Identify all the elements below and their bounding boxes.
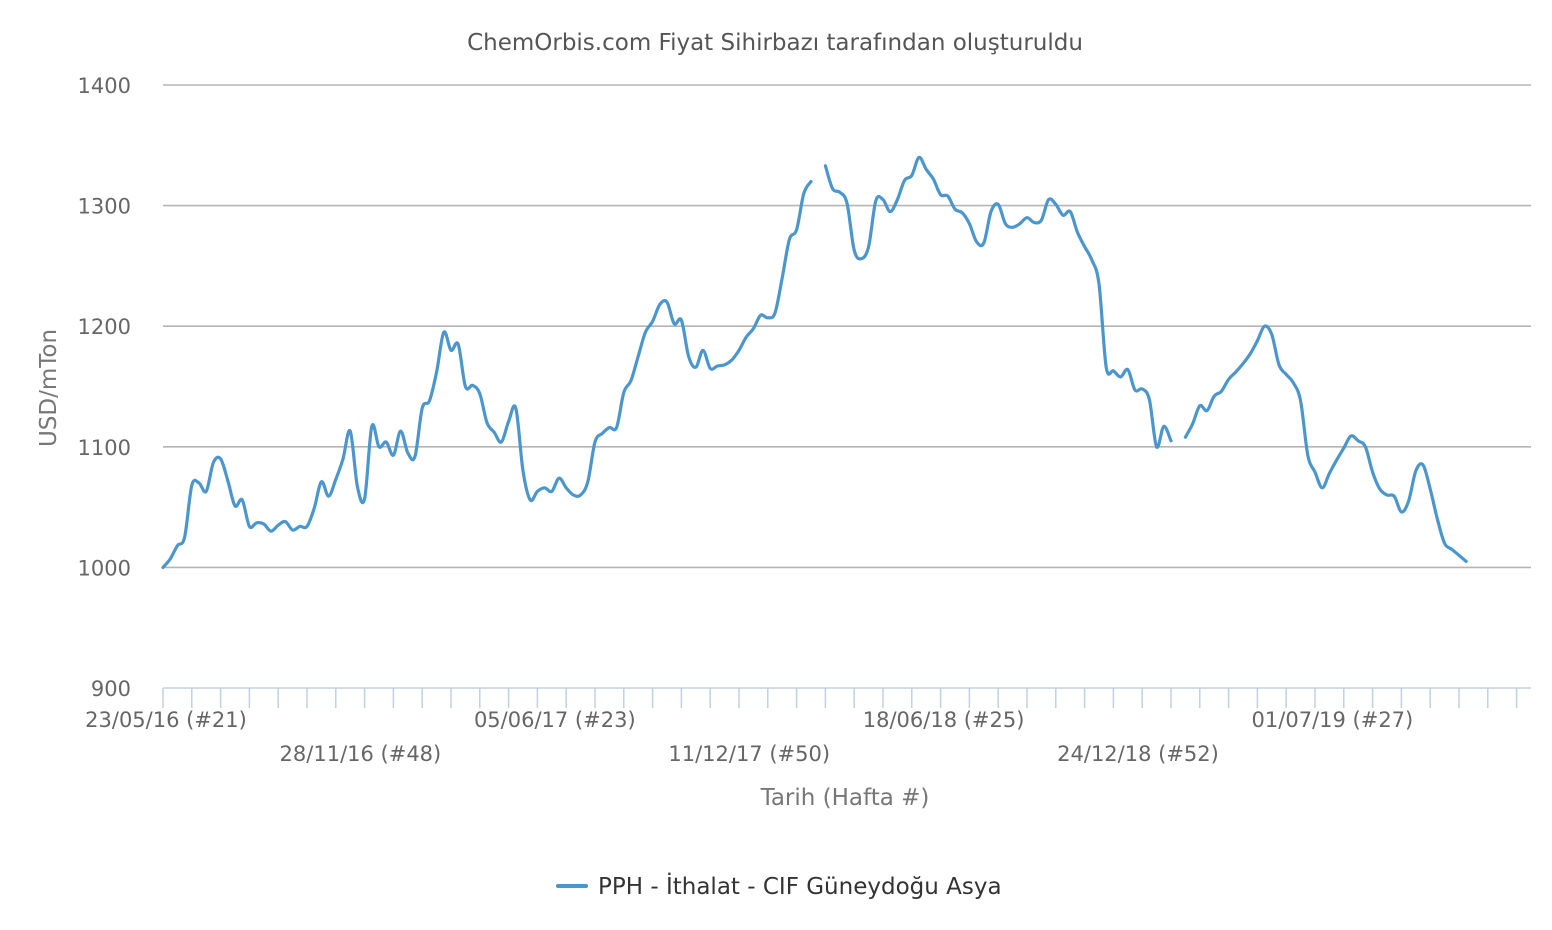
grid-lines bbox=[163, 84, 1531, 569]
series-line-segment-1[interactable] bbox=[161, 179, 813, 569]
series-line-segment-2[interactable] bbox=[823, 155, 1173, 449]
series-line-segment-3[interactable] bbox=[1183, 324, 1468, 563]
y-tick-label: 1100 bbox=[78, 436, 131, 460]
x-tick-label: 05/06/17 (#23) bbox=[474, 708, 636, 732]
x-tick-label: 23/05/16 (#21) bbox=[85, 708, 247, 732]
x-tick-label: 18/06/18 (#25) bbox=[863, 708, 1025, 732]
y-tick-label: 1000 bbox=[78, 556, 131, 580]
y-axis-ticks: 900 1000 1100 1200 1300 1400 bbox=[78, 74, 131, 701]
x-axis: 23/05/16 (#21) 28/11/16 (#48) 05/06/17 (#2… bbox=[85, 687, 1531, 766]
legend-label: PPH - İthalat - CIF Güneydoğu Asya bbox=[598, 872, 1002, 900]
y-tick-label: 1300 bbox=[78, 195, 131, 219]
x-tick-label: 01/07/19 (#27) bbox=[1252, 708, 1414, 732]
y-axis-title: USD/mTon bbox=[36, 329, 62, 447]
x-axis-title: Tarih (Hafta #) bbox=[760, 785, 930, 811]
x-tick-label: 24/12/18 (#52) bbox=[1057, 742, 1219, 766]
series-layer bbox=[161, 155, 1468, 569]
y-tick-label: 1200 bbox=[78, 315, 131, 339]
x-tick-label: 28/11/16 (#48) bbox=[280, 742, 442, 766]
y-tick-label: 1400 bbox=[78, 74, 131, 98]
x-tick-label: 11/12/17 (#50) bbox=[668, 742, 830, 766]
y-tick-label: 900 bbox=[91, 677, 131, 701]
chart-title: ChemOrbis.com Fiyat Sihirbazı tarafından… bbox=[467, 30, 1083, 56]
legend[interactable]: PPH - İthalat - CIF Güneydoğu Asya bbox=[556, 872, 1002, 900]
